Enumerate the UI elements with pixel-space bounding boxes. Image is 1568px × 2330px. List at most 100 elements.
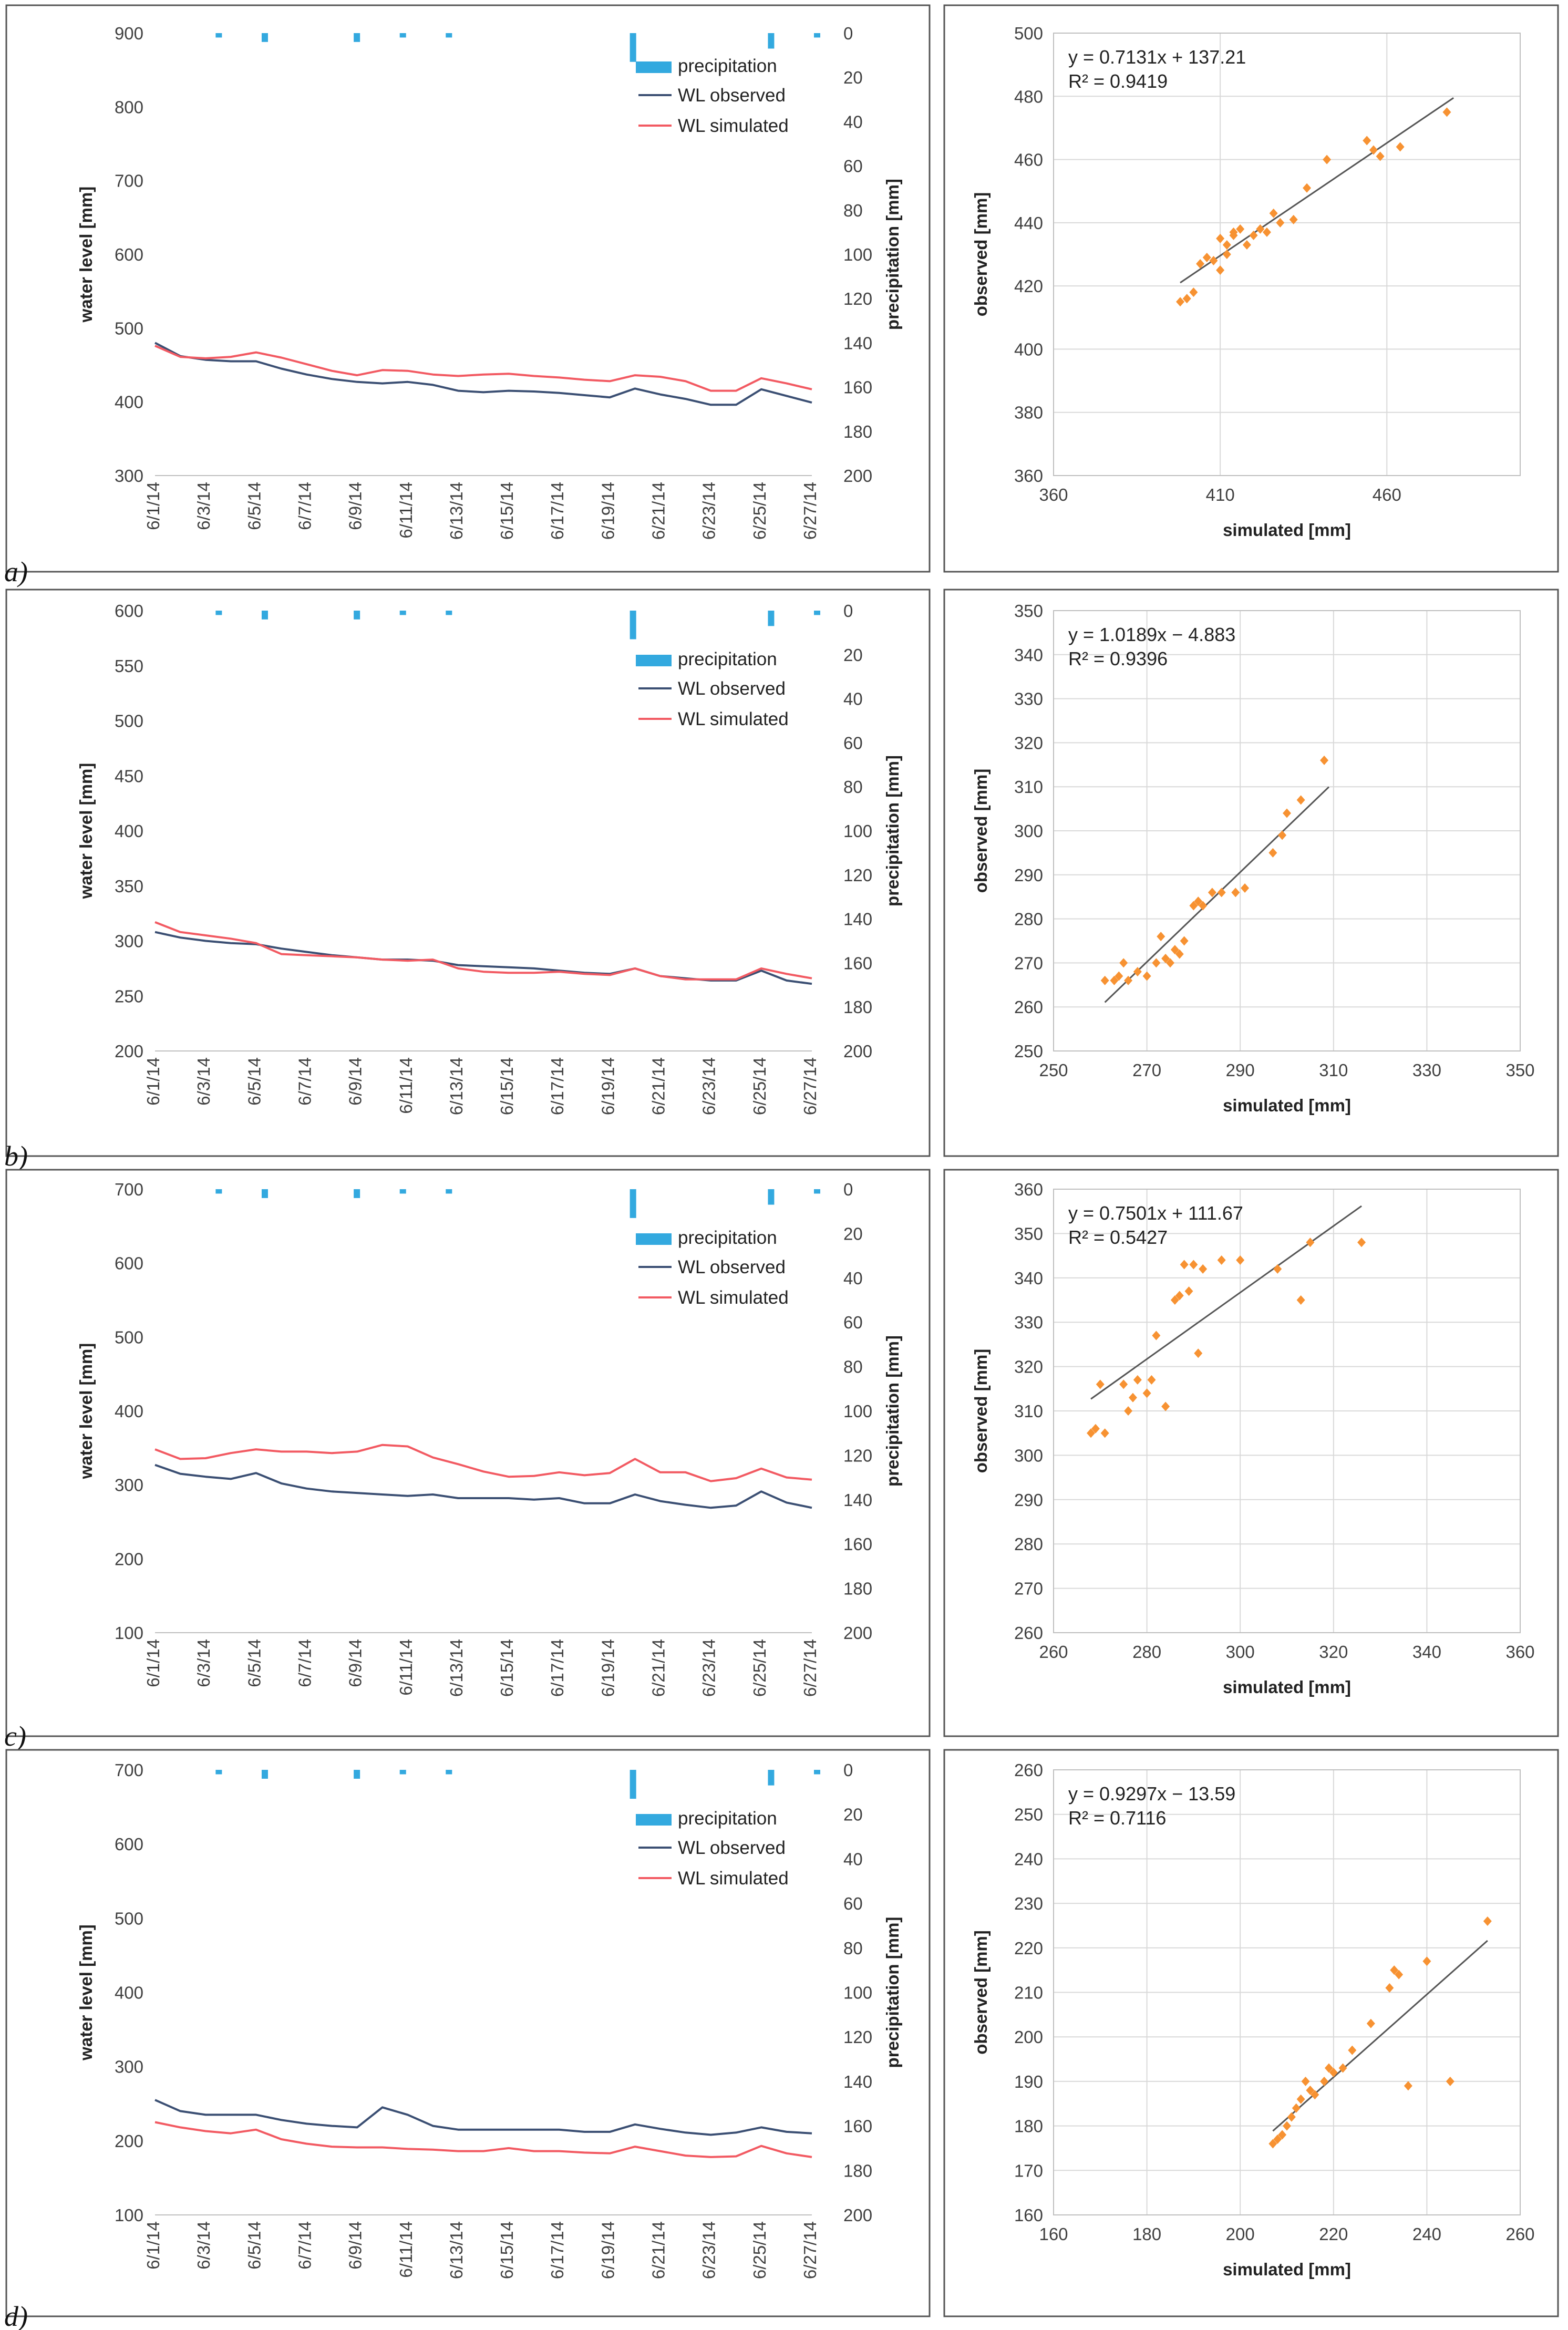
y-tick-label: 500 <box>115 1327 143 1347</box>
scatter-point <box>1222 250 1231 259</box>
scatter-point <box>1087 1428 1096 1438</box>
scatter-point <box>1119 1379 1128 1389</box>
scatter-y-tick-label: 290 <box>1014 865 1043 885</box>
date-tick-label: 6/1/14 <box>143 482 163 530</box>
scatter-y-axis-title: observed [mm] <box>971 1349 991 1473</box>
timeseries-chart: 100 200 300 400 500 600 700 0 20 40 60 80 100 120 140 1… <box>5 1749 931 2317</box>
y-tick-label: 450 <box>115 766 143 786</box>
precip-tick-label: 180 <box>843 1579 872 1599</box>
y-tick-label: 350 <box>115 877 143 896</box>
scatter-y-tick-label: 160 <box>1014 2205 1043 2225</box>
legend-precip-swatch <box>636 61 672 73</box>
scatter-frame <box>943 589 1559 1157</box>
scatter-plot-area <box>1053 1769 1521 2215</box>
scatter-point <box>1396 142 1405 152</box>
scatter-y-tick-label: 250 <box>1014 1042 1043 1061</box>
y-tick-label: 400 <box>115 1401 143 1421</box>
scatter-plot-area <box>1053 1189 1521 1633</box>
scatter-y-axis-title: observed [mm] <box>971 192 991 317</box>
precip-bar <box>446 1189 452 1194</box>
y-tick-label: 400 <box>115 821 143 841</box>
scatter-x-axis-title: simulated [mm] <box>1223 2260 1351 2279</box>
precip-tick-label: 0 <box>843 24 853 43</box>
precip-bar <box>814 1189 820 1194</box>
timeseries-frame <box>5 589 931 1157</box>
precip-tick-label: 0 <box>843 601 853 621</box>
scatter-point <box>1216 233 1225 243</box>
scatter-x-axis-title: simulated [mm] <box>1223 520 1351 540</box>
scatter-point <box>1273 2135 1282 2145</box>
date-tick-label: 6/15/14 <box>497 2221 517 2279</box>
y-tick-label: 700 <box>115 1180 143 1199</box>
r-squared: R² = 0.7116 <box>1068 1807 1166 1829</box>
y-axis-title: water level [mm] <box>76 187 96 323</box>
scatter-x-axis-title: simulated [mm] <box>1223 1677 1351 1697</box>
scatter-point <box>1189 1260 1198 1270</box>
scatter-point <box>1194 896 1203 906</box>
precip-tick-label: 100 <box>843 245 872 264</box>
scatter-point <box>1170 1295 1179 1305</box>
date-tick-label: 6/7/14 <box>295 1639 314 1687</box>
legend: precipitation WL observed WL simulated <box>636 1228 789 1308</box>
panel-label: c) <box>4 1720 26 1752</box>
legend-simulated-label: WL simulated <box>678 709 789 729</box>
scatter-y-tick-label: 400 <box>1014 339 1043 359</box>
regression-equation: y = 0.7501x + 111.67 <box>1068 1202 1243 1224</box>
date-tick-label: 6/17/14 <box>548 482 567 540</box>
timeseries-frame <box>5 1749 931 2317</box>
date-tick-label: 6/19/14 <box>598 482 617 540</box>
precip-bar <box>814 33 820 38</box>
date-tick-label: 6/27/14 <box>800 482 820 540</box>
panel-a: 300 400 500 600 700 800 900 0 20 40 60 80 100 120 140 1… <box>4 4 1559 587</box>
scatter-point <box>1301 2076 1310 2086</box>
y-tick-label: 600 <box>115 245 143 264</box>
scatter-point <box>1217 888 1226 898</box>
panel-label: a) <box>4 556 28 587</box>
y-axis-title: water level [mm] <box>76 763 96 900</box>
regression-equation: y = 0.7131x + 137.21 <box>1068 46 1246 68</box>
y-tick-label: 400 <box>115 393 143 412</box>
scatter-y-axis-title: observed [mm] <box>971 769 991 893</box>
scatter-x-tick-label: 410 <box>1206 485 1235 504</box>
y-tick-label: 200 <box>115 1042 143 1061</box>
scatter-point <box>1175 949 1184 959</box>
precip-tick-label: 80 <box>843 201 863 220</box>
scatter-point <box>1128 1393 1137 1403</box>
scatter-x-tick-label: 310 <box>1319 1060 1348 1080</box>
scatter-point <box>1166 958 1174 968</box>
date-tick-label: 6/13/14 <box>447 2221 466 2279</box>
scatter-point <box>1278 2130 1287 2140</box>
y-tick-label: 600 <box>115 601 143 621</box>
date-tick-label: 6/1/14 <box>143 2221 163 2270</box>
wl-simulated-line <box>154 2121 812 2158</box>
scatter-point <box>1182 294 1191 304</box>
scatter-point <box>1133 1375 1142 1385</box>
scatter-y-tick-label: 310 <box>1014 777 1043 797</box>
wl-simulated-line <box>154 1444 812 1482</box>
scatter-point <box>1283 808 1291 818</box>
scatter-y-tick-label: 420 <box>1014 276 1043 296</box>
scatter-y-tick-label: 350 <box>1014 1224 1043 1243</box>
legend-precip-label: precipitation <box>678 1228 777 1248</box>
scatter-point <box>1222 240 1231 250</box>
date-tick-label: 6/11/14 <box>396 1639 416 1696</box>
scatter-x-tick-label: 260 <box>1505 2224 1534 2244</box>
precip-tick-label: 140 <box>843 2072 872 2091</box>
precip-tick-label: 180 <box>843 2161 872 2180</box>
scatter-x-tick-label: 240 <box>1412 2224 1441 2244</box>
scatter-plot-area <box>1053 33 1521 476</box>
wl-simulated-line <box>154 345 812 392</box>
legend-observed-label: WL observed <box>678 1838 786 1858</box>
y-tick-label: 300 <box>115 1476 143 1495</box>
scatter-point <box>1152 1331 1161 1341</box>
precip-bar <box>215 33 222 38</box>
precip-bar <box>399 611 406 615</box>
scatter-point <box>1329 2067 1338 2077</box>
legend-simulated-label: WL simulated <box>678 1287 789 1308</box>
wl-simulated-line <box>154 921 812 981</box>
legend-observed-label: WL observed <box>678 85 786 106</box>
legend-simulated-label: WL simulated <box>678 1868 789 1889</box>
scatter-point <box>1180 1260 1189 1270</box>
precip-tick-label: 20 <box>843 68 863 87</box>
scatter-x-tick-label: 330 <box>1412 1060 1441 1080</box>
